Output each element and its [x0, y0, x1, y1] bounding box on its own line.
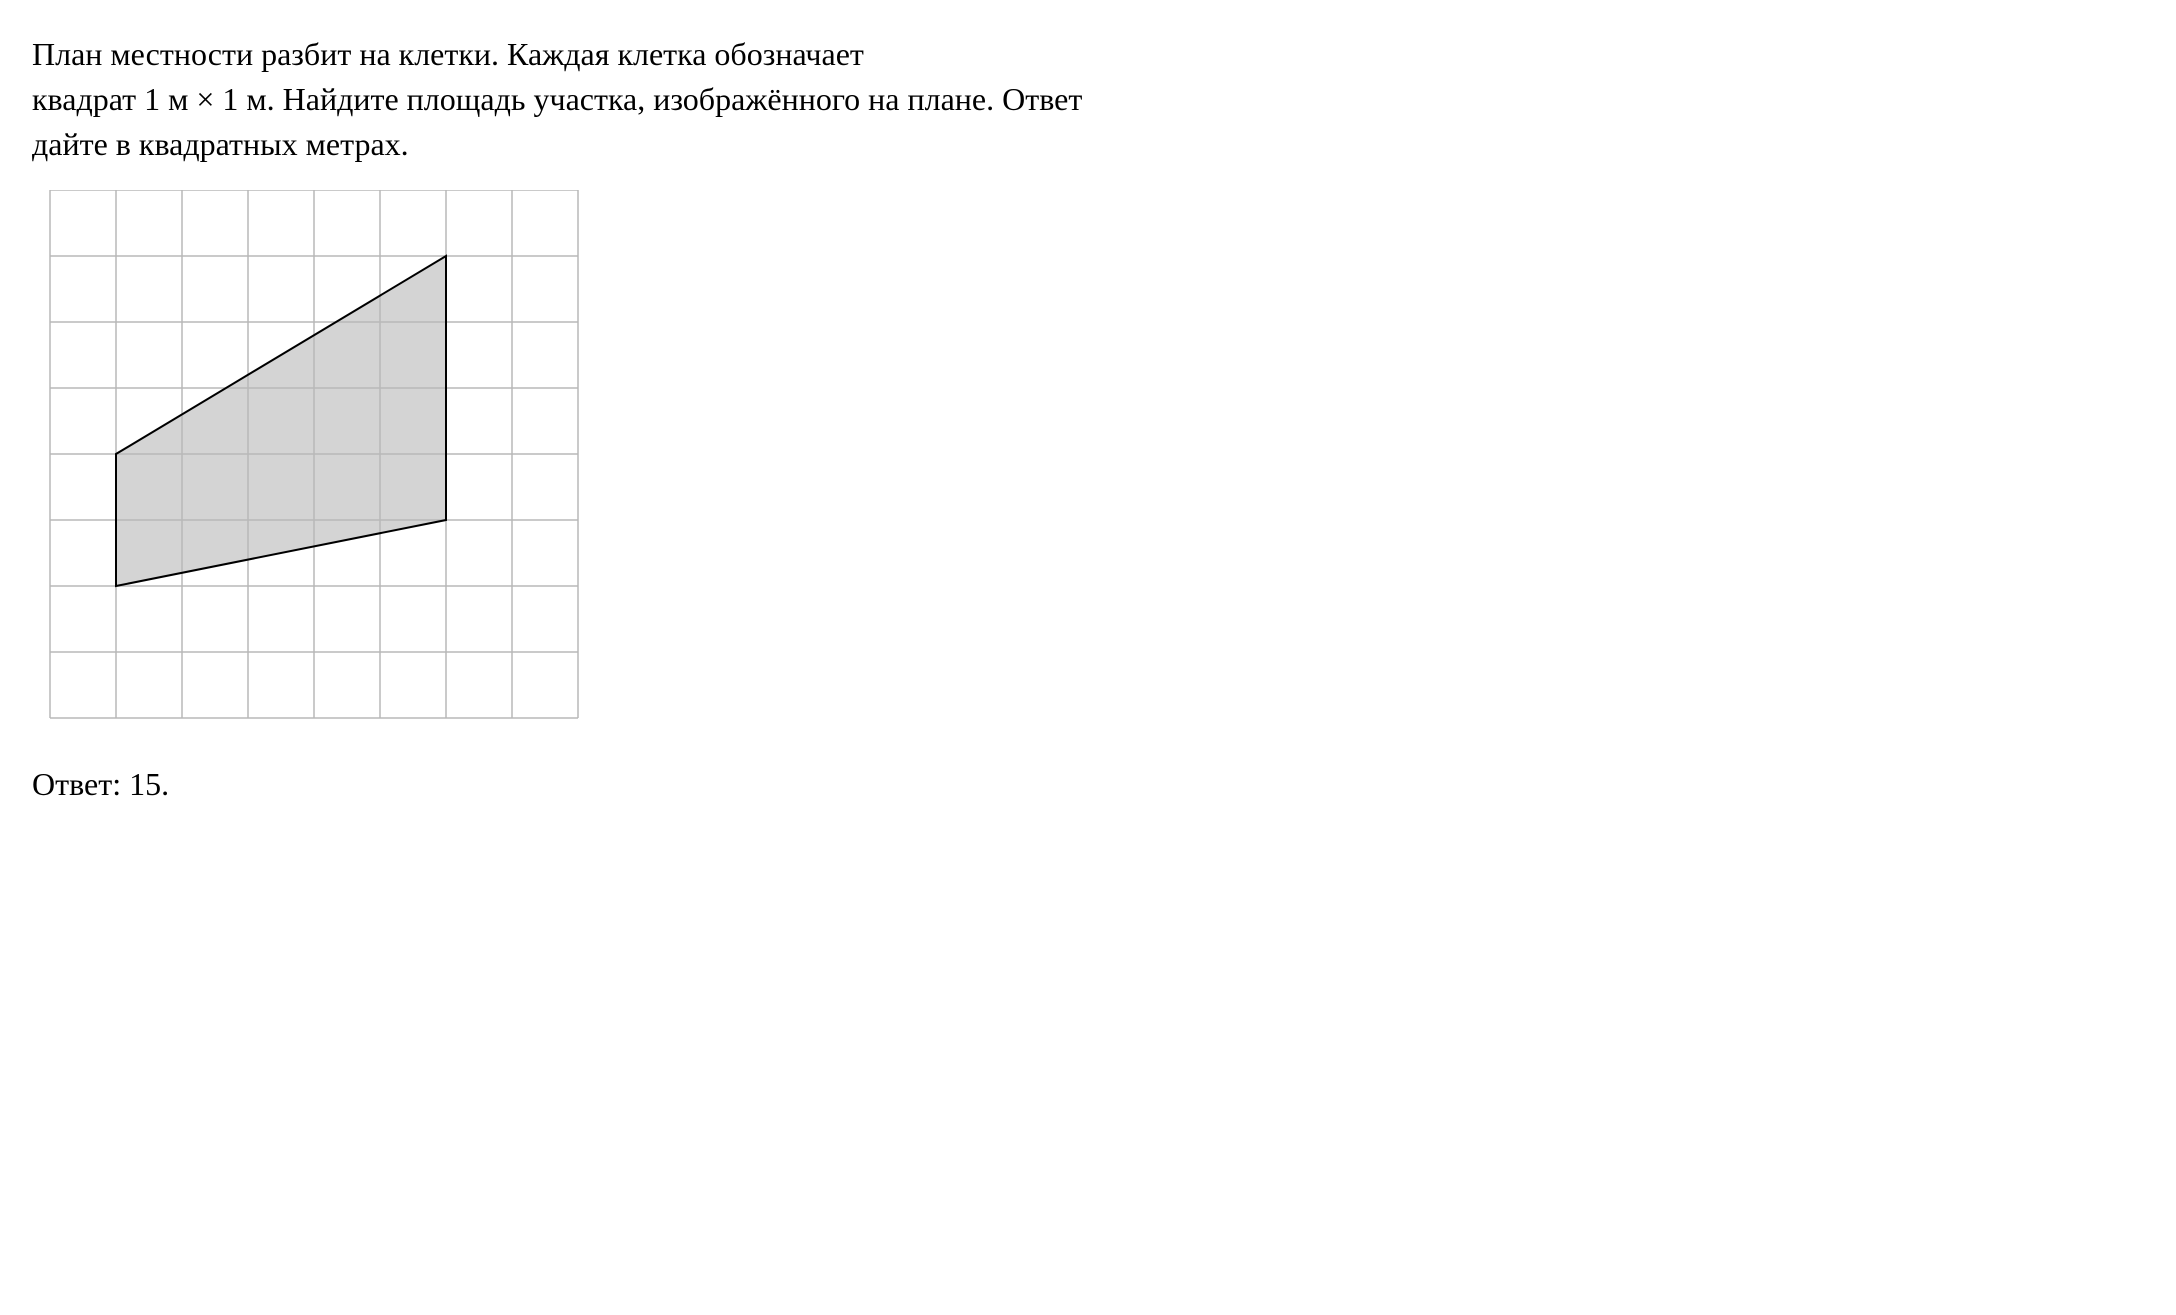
problem-dimensions: 1 м × 1 м — [144, 81, 267, 117]
grid-figure — [32, 190, 582, 722]
problem-line2-prefix: квадрат — [32, 81, 144, 117]
answer-block: Ответ: 15. — [32, 762, 2144, 807]
problem-line1: План местности разбит на клетки. Каждая … — [32, 36, 864, 72]
answer-value: 15. — [129, 766, 169, 802]
problem-statement: План местности разбит на клетки. Каждая … — [32, 32, 2144, 166]
answer-label: Ответ: — [32, 766, 121, 802]
problem-line3: дайте в квадратных метрах. — [32, 126, 409, 162]
figure-container — [32, 190, 2144, 722]
problem-line2-suffix: . Найдите площадь участка, изображённого… — [267, 81, 1083, 117]
